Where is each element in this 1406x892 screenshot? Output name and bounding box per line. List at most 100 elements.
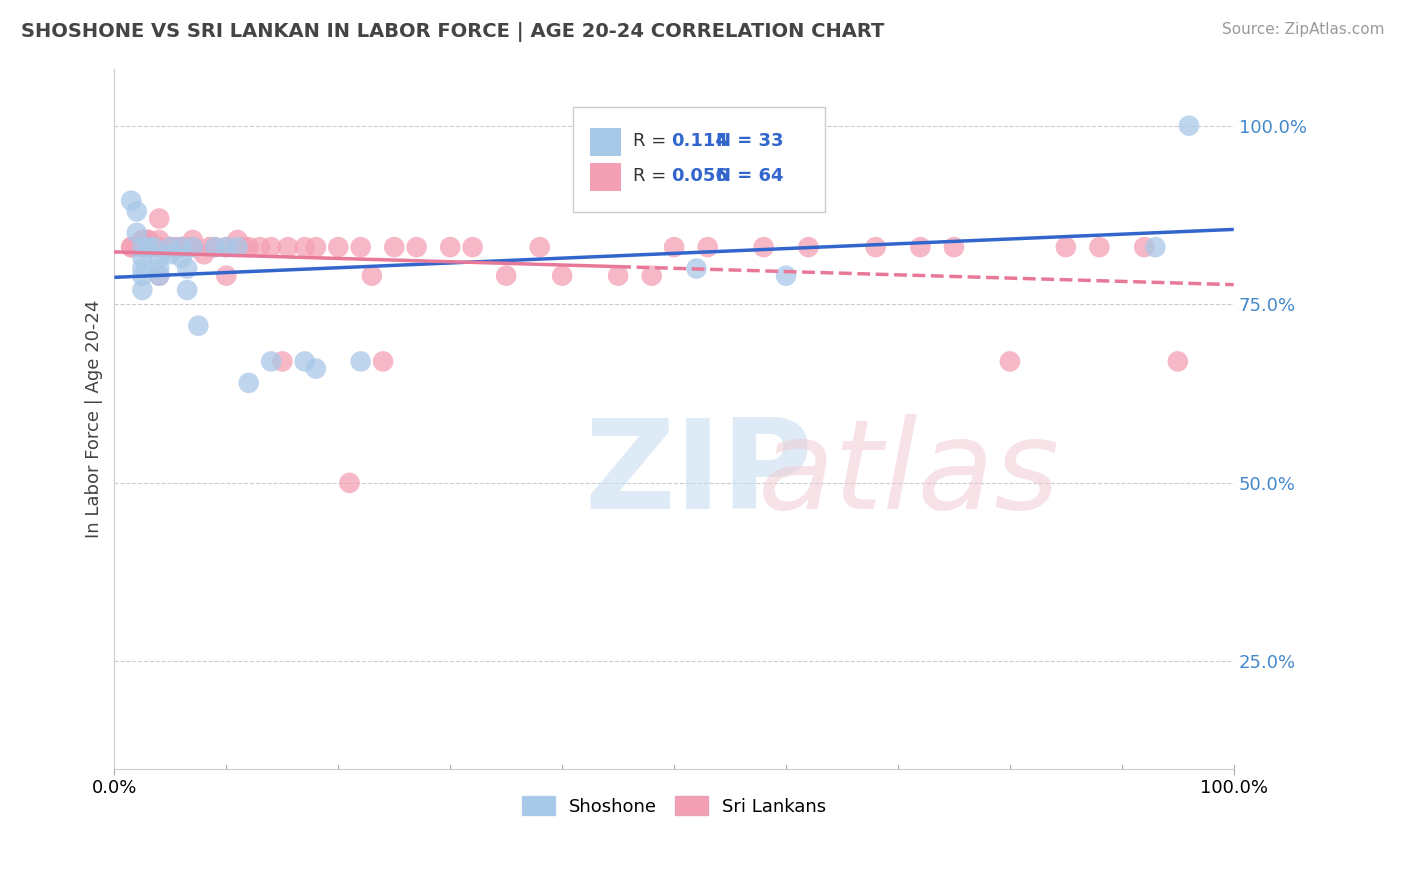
Point <box>148 251 170 265</box>
Point <box>215 268 238 283</box>
Point <box>865 240 887 254</box>
Point <box>136 233 159 247</box>
Point <box>148 268 170 283</box>
Point <box>131 261 153 276</box>
Text: R =: R = <box>633 168 672 186</box>
Point <box>382 240 405 254</box>
Point <box>165 240 187 254</box>
Point <box>125 226 148 240</box>
Point <box>159 247 181 261</box>
Point <box>187 318 209 333</box>
Point <box>752 240 775 254</box>
Point <box>120 194 142 208</box>
Point <box>260 354 283 368</box>
Point <box>339 475 361 490</box>
Point <box>1167 354 1189 368</box>
Point <box>685 261 707 276</box>
Point <box>797 240 820 254</box>
Point <box>181 233 204 247</box>
Point <box>328 240 350 254</box>
Point <box>131 283 153 297</box>
Point <box>148 240 170 254</box>
Point <box>125 240 148 254</box>
Point <box>232 240 254 254</box>
Point <box>120 240 142 254</box>
Point <box>204 240 226 254</box>
Text: 0.114: 0.114 <box>671 132 728 151</box>
Point <box>204 240 226 254</box>
Point <box>1133 240 1156 254</box>
Point <box>226 240 249 254</box>
Point <box>193 247 215 261</box>
Point <box>170 240 193 254</box>
Point <box>294 354 316 368</box>
Text: atlas: atlas <box>758 414 1060 535</box>
Y-axis label: In Labor Force | Age 20-24: In Labor Force | Age 20-24 <box>86 300 103 538</box>
Point <box>131 240 153 254</box>
FancyBboxPatch shape <box>591 163 621 191</box>
Point <box>662 240 685 254</box>
Point <box>271 354 294 368</box>
Point <box>607 268 630 283</box>
Point <box>181 240 204 254</box>
Point <box>775 268 797 283</box>
Point <box>131 233 153 247</box>
Text: 0.056: 0.056 <box>671 168 728 186</box>
Point <box>136 240 159 254</box>
Point <box>170 240 193 254</box>
Point <box>226 233 249 247</box>
Point <box>1054 240 1077 254</box>
Point <box>148 268 170 283</box>
Text: Source: ZipAtlas.com: Source: ZipAtlas.com <box>1222 22 1385 37</box>
Point <box>294 240 316 254</box>
Point <box>238 240 260 254</box>
Point <box>131 233 153 247</box>
Text: ZIP: ZIP <box>585 414 813 535</box>
Point <box>360 268 382 283</box>
Point <box>277 240 299 254</box>
Point <box>249 240 271 254</box>
Point <box>1088 240 1111 254</box>
Point <box>159 240 181 254</box>
Point <box>136 240 159 254</box>
Point <box>142 240 165 254</box>
Point <box>176 261 198 276</box>
Point <box>696 240 718 254</box>
Point <box>131 240 153 254</box>
Text: N = 64: N = 64 <box>716 168 783 186</box>
Point <box>148 211 170 226</box>
Point <box>350 240 373 254</box>
Point <box>495 268 517 283</box>
FancyBboxPatch shape <box>574 107 825 212</box>
Point <box>176 283 198 297</box>
Point <box>551 268 574 283</box>
Point <box>260 240 283 254</box>
Point <box>170 240 193 254</box>
Point <box>131 268 153 283</box>
Point <box>215 240 238 254</box>
Point <box>305 361 328 376</box>
Point <box>176 240 198 254</box>
Point <box>131 240 153 254</box>
Text: N = 33: N = 33 <box>716 132 783 151</box>
Point <box>159 240 181 254</box>
Point <box>305 240 328 254</box>
Point <box>131 251 153 265</box>
Point <box>136 240 159 254</box>
Text: SHOSHONE VS SRI LANKAN IN LABOR FORCE | AGE 20-24 CORRELATION CHART: SHOSHONE VS SRI LANKAN IN LABOR FORCE | … <box>21 22 884 42</box>
Point <box>159 240 181 254</box>
Point <box>1178 119 1201 133</box>
FancyBboxPatch shape <box>591 128 621 156</box>
Point <box>148 261 170 276</box>
Point <box>910 240 932 254</box>
Point <box>120 240 142 254</box>
Point <box>148 240 170 254</box>
Point <box>461 240 484 254</box>
Point <box>371 354 394 368</box>
Point <box>170 251 193 265</box>
Point <box>439 240 461 254</box>
Point <box>529 240 551 254</box>
Point <box>942 240 965 254</box>
Point <box>1144 240 1167 254</box>
Point <box>238 376 260 390</box>
